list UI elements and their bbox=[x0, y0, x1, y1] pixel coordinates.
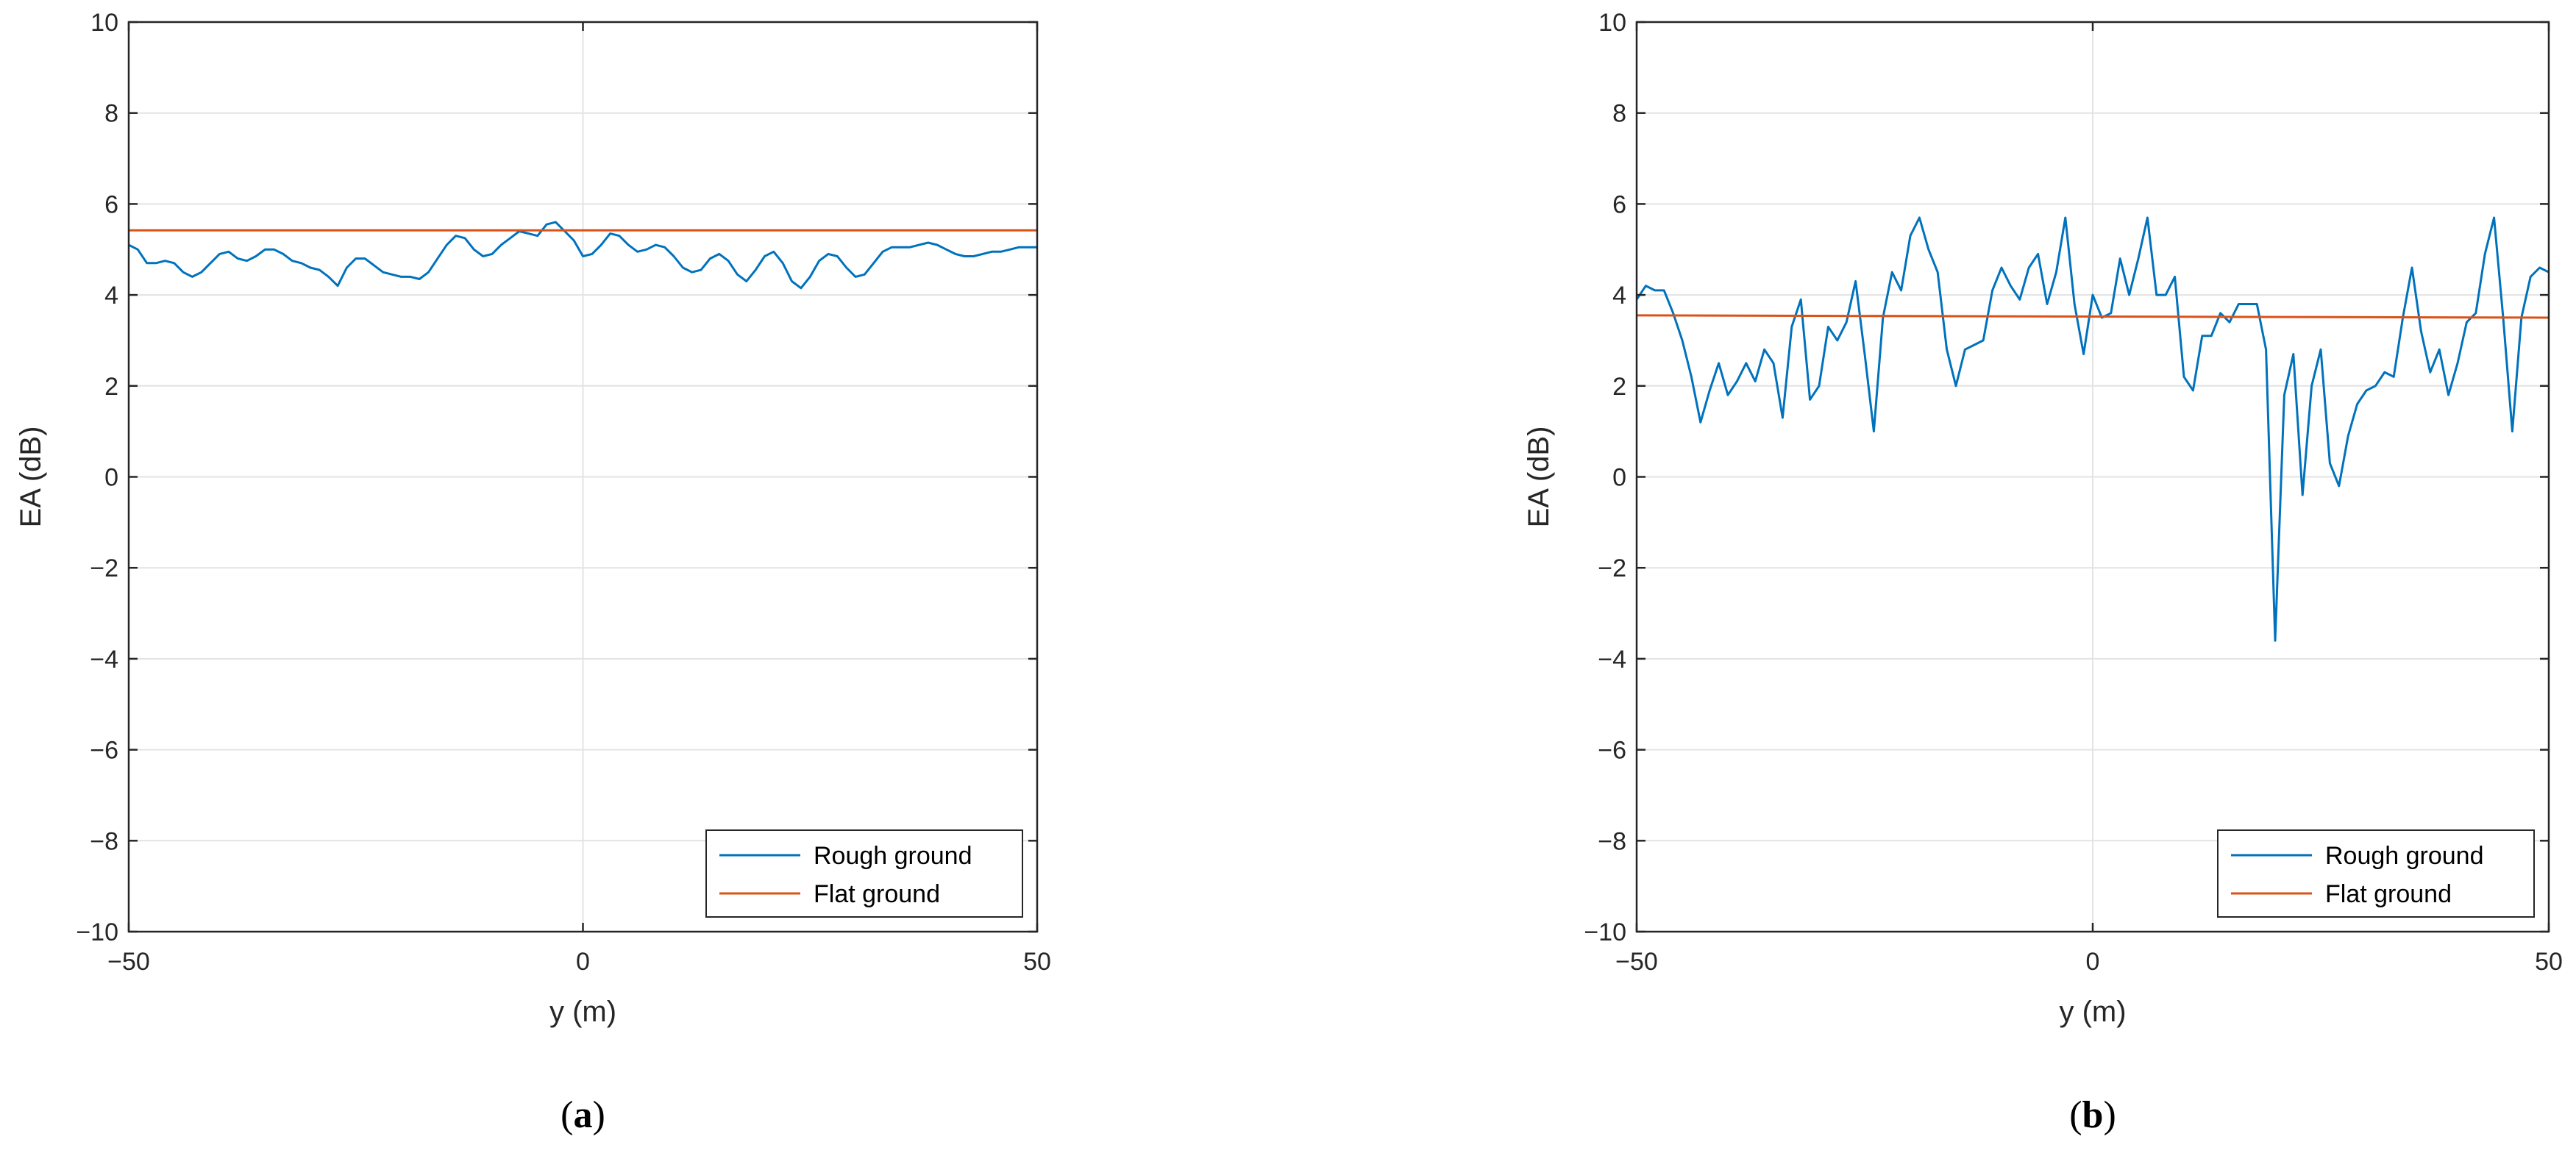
x-tick-label: 50 bbox=[2535, 948, 2563, 976]
y-tick-label: 8 bbox=[1612, 100, 1626, 128]
y-tick-label: −2 bbox=[90, 554, 118, 582]
y-tick-label: −6 bbox=[1598, 737, 1626, 765]
y-tick-label: 6 bbox=[104, 190, 118, 218]
legend-box bbox=[2217, 829, 2535, 918]
caption-letter: a bbox=[574, 1094, 593, 1136]
series-line-flat-ground bbox=[1637, 314, 2549, 319]
y-tick-label: −10 bbox=[76, 918, 118, 946]
y-tick-label: −8 bbox=[90, 827, 118, 855]
y-tick-label: −10 bbox=[1584, 918, 1626, 946]
y-tick-label: 6 bbox=[1612, 190, 1626, 218]
y-axis-label: EA (dB) bbox=[1523, 426, 1555, 528]
x-axis-label: y (m) bbox=[2059, 996, 2126, 1028]
panel-b: −10 −8 −6 −4 −2 0 2 4 6 8 10 −50 0 50 y (m) EA (dB) Roug… bbox=[1523, 9, 2563, 1136]
caption-paren-close: ) bbox=[2103, 1094, 2116, 1136]
y-tick-label: 2 bbox=[1612, 373, 1626, 401]
y-tick-label: 8 bbox=[104, 100, 118, 128]
y-tick-label: −4 bbox=[1598, 646, 1626, 674]
legend: Rough ground Flat ground bbox=[2217, 829, 2535, 918]
x-tick-label: 50 bbox=[1023, 948, 1051, 976]
legend: Rough ground Flat ground bbox=[705, 829, 1023, 918]
caption-paren-open: ( bbox=[561, 1094, 573, 1136]
caption-paren-close: ) bbox=[593, 1094, 605, 1136]
y-tick-label: 10 bbox=[1598, 9, 1626, 37]
series-line-rough-ground bbox=[129, 221, 1037, 290]
legend-label: Rough ground bbox=[814, 842, 972, 870]
x-axis-label: y (m) bbox=[549, 996, 616, 1028]
panel-caption: (a) bbox=[561, 1094, 605, 1136]
y-tick-label: −2 bbox=[1598, 554, 1626, 582]
panel-a: −10 −8 −6 −4 −2 0 2 4 6 8 10 −50 0 50 y (m) EA (dB) Roug… bbox=[15, 9, 1051, 1136]
y-tick-label: 4 bbox=[1612, 282, 1626, 310]
y-tick-label: −8 bbox=[1598, 827, 1626, 855]
y-tick-label: −6 bbox=[90, 737, 118, 765]
legend-label: Flat ground bbox=[2325, 880, 2452, 908]
y-tick-label: 10 bbox=[90, 9, 118, 37]
legend-label: Flat ground bbox=[814, 880, 940, 908]
y-tick-label: 0 bbox=[1612, 464, 1626, 492]
y-tick-label: 4 bbox=[104, 282, 118, 310]
x-tick-label: −50 bbox=[1615, 948, 1658, 976]
x-tick-label: 0 bbox=[576, 948, 590, 976]
y-axis-label: EA (dB) bbox=[15, 426, 47, 528]
x-tick-label: 0 bbox=[2086, 948, 2100, 976]
caption-paren-open: ( bbox=[2069, 1094, 2082, 1136]
series-line-rough-ground bbox=[1637, 216, 2549, 642]
legend-label: Rough ground bbox=[2325, 842, 2484, 870]
panel-caption: (b) bbox=[2069, 1094, 2116, 1136]
legend-box bbox=[705, 829, 1023, 918]
y-tick-label: −4 bbox=[90, 646, 118, 674]
caption-letter: b bbox=[2082, 1094, 2104, 1136]
x-tick-label: −50 bbox=[107, 948, 150, 976]
y-tick-label: 2 bbox=[104, 373, 118, 401]
y-tick-label: 0 bbox=[104, 464, 118, 492]
